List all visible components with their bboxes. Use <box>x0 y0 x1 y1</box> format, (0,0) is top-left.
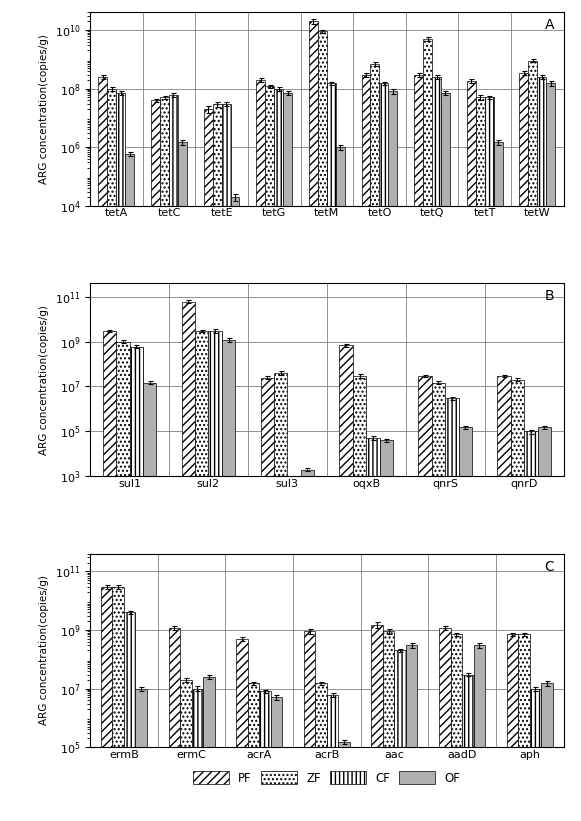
Bar <box>458 428 472 821</box>
Bar <box>383 631 394 821</box>
Bar <box>259 691 271 821</box>
Bar <box>439 627 451 821</box>
Bar <box>203 677 214 821</box>
Legend: PF, ZF, CF, OF: PF, ZF, CF, OF <box>189 767 465 790</box>
Bar <box>301 470 314 821</box>
Bar <box>394 650 406 821</box>
Bar <box>388 91 397 821</box>
Bar <box>418 376 432 821</box>
Bar <box>339 345 353 821</box>
Bar <box>371 64 379 821</box>
Bar <box>160 98 169 821</box>
Bar <box>130 346 143 821</box>
Bar <box>432 77 441 821</box>
Bar <box>519 72 528 821</box>
Bar <box>112 587 124 821</box>
Bar <box>423 39 432 821</box>
Bar <box>304 631 315 821</box>
Bar <box>151 100 160 821</box>
Bar <box>231 197 239 821</box>
Bar <box>462 675 474 821</box>
Bar <box>366 438 380 821</box>
Bar <box>380 440 393 821</box>
Bar <box>209 331 222 821</box>
Bar <box>546 84 555 821</box>
Bar <box>353 376 366 821</box>
Bar <box>107 89 116 821</box>
Bar <box>182 301 195 821</box>
Bar <box>507 635 518 821</box>
Bar <box>98 77 107 821</box>
Y-axis label: ARG concentration(copies/g): ARG concentration(copies/g) <box>40 576 49 726</box>
Bar <box>288 499 301 821</box>
Bar <box>530 689 541 821</box>
Text: B: B <box>544 289 554 303</box>
Bar <box>338 742 350 821</box>
Bar <box>537 428 551 821</box>
Bar <box>361 75 371 821</box>
Bar <box>204 109 213 821</box>
Bar <box>414 75 423 821</box>
Bar <box>327 84 336 821</box>
Bar <box>248 683 259 821</box>
Bar <box>467 81 476 821</box>
Bar <box>315 683 327 821</box>
Bar <box>336 147 345 821</box>
Bar <box>476 98 485 821</box>
Bar <box>274 373 288 821</box>
Bar <box>511 379 524 821</box>
Bar <box>221 103 231 821</box>
Bar <box>445 398 458 821</box>
Bar <box>518 635 530 821</box>
Bar <box>222 340 235 821</box>
Bar <box>256 80 266 821</box>
Bar <box>271 697 282 821</box>
Bar <box>180 680 192 821</box>
Bar <box>371 625 383 821</box>
Bar <box>169 95 178 821</box>
Bar <box>524 432 537 821</box>
Bar <box>213 103 221 821</box>
Bar <box>135 689 147 821</box>
Bar <box>116 93 125 821</box>
Bar <box>116 342 130 821</box>
Bar <box>283 93 292 821</box>
Bar <box>274 89 283 821</box>
Bar <box>441 93 450 821</box>
Bar <box>260 378 274 821</box>
Bar <box>309 21 318 821</box>
Bar <box>236 639 248 821</box>
Bar <box>103 331 116 821</box>
Bar <box>474 645 485 821</box>
Y-axis label: ARG concentration(copies/g): ARG concentration(copies/g) <box>40 305 49 455</box>
Bar <box>494 142 503 821</box>
Bar <box>266 86 274 821</box>
Bar <box>537 77 546 821</box>
Bar <box>485 98 494 821</box>
Bar <box>406 645 418 821</box>
Bar <box>168 627 180 821</box>
Bar <box>192 689 203 821</box>
Bar <box>497 376 511 821</box>
Text: A: A <box>544 18 554 32</box>
Bar <box>327 695 338 821</box>
Bar <box>101 587 112 821</box>
Bar <box>318 31 327 821</box>
Bar <box>178 142 187 821</box>
Bar <box>379 84 388 821</box>
Bar <box>541 683 553 821</box>
Bar <box>143 383 156 821</box>
Text: C: C <box>544 560 554 574</box>
Bar <box>432 383 445 821</box>
Bar <box>195 331 209 821</box>
Bar <box>528 61 537 821</box>
Bar <box>451 635 462 821</box>
Y-axis label: ARG concentration(copies/g): ARG concentration(copies/g) <box>39 34 49 184</box>
Bar <box>124 612 135 821</box>
Bar <box>125 154 134 821</box>
